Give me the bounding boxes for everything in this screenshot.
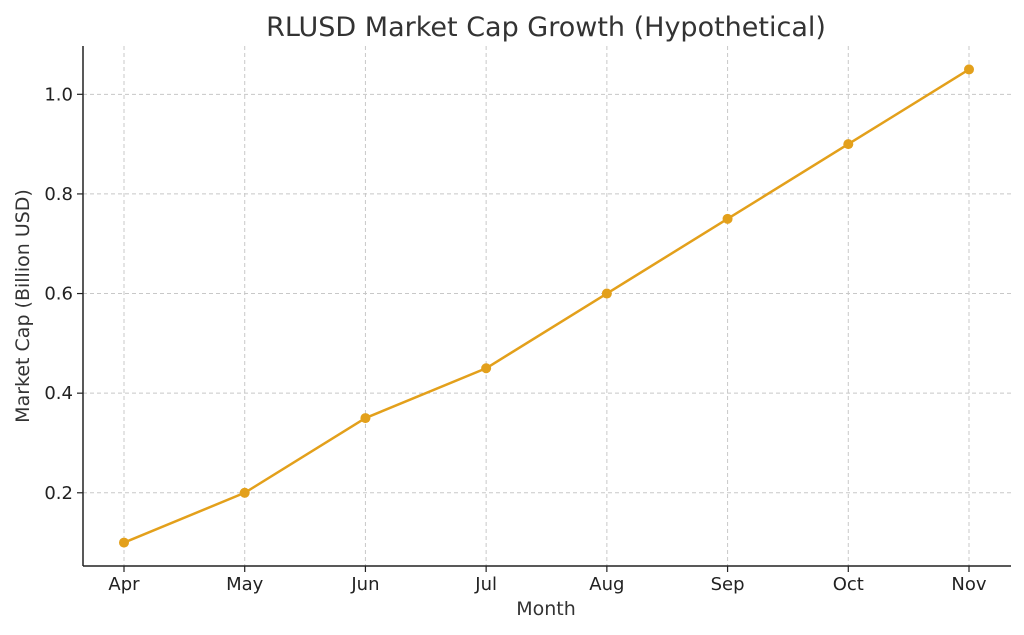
y-tick-label: 0.4 xyxy=(44,383,73,404)
x-tick-label: Nov xyxy=(951,574,986,595)
x-tick-label: May xyxy=(226,574,264,595)
data-point xyxy=(119,537,129,548)
data-point xyxy=(843,139,854,150)
series-line xyxy=(122,68,971,544)
y-axis-ticks: 0.2 0.4 0.6 0.8 1.0 xyxy=(44,84,83,504)
chart-title: RLUSD Market Cap Growth (Hypothetical) xyxy=(266,12,826,43)
x-tick-label: Jun xyxy=(350,574,379,595)
data-point xyxy=(601,288,612,299)
data-point xyxy=(360,413,371,424)
grid xyxy=(83,46,1011,566)
x-tick-label: Sep xyxy=(711,574,745,595)
x-tick-label: Aug xyxy=(589,574,624,595)
x-tick-label: Oct xyxy=(833,574,864,595)
x-axis-ticks: Apr May Jun Jul Aug Sep Oct Nov xyxy=(108,566,987,595)
series xyxy=(119,64,974,548)
x-tick-label: Jul xyxy=(474,574,497,595)
y-tick-label: 0.8 xyxy=(44,184,73,205)
x-axis-label: Month xyxy=(516,598,576,620)
y-tick-label: 0.6 xyxy=(44,284,73,305)
data-point xyxy=(239,487,250,498)
y-tick-label: 1.0 xyxy=(44,84,73,105)
data-point xyxy=(481,363,492,374)
data-point xyxy=(964,64,974,75)
data-point xyxy=(722,213,733,224)
y-axis-label: Market Cap (Billion USD) xyxy=(12,189,34,423)
x-tick-label: Apr xyxy=(108,574,140,595)
axes xyxy=(82,46,1011,567)
y-tick-label: 0.2 xyxy=(44,483,73,504)
